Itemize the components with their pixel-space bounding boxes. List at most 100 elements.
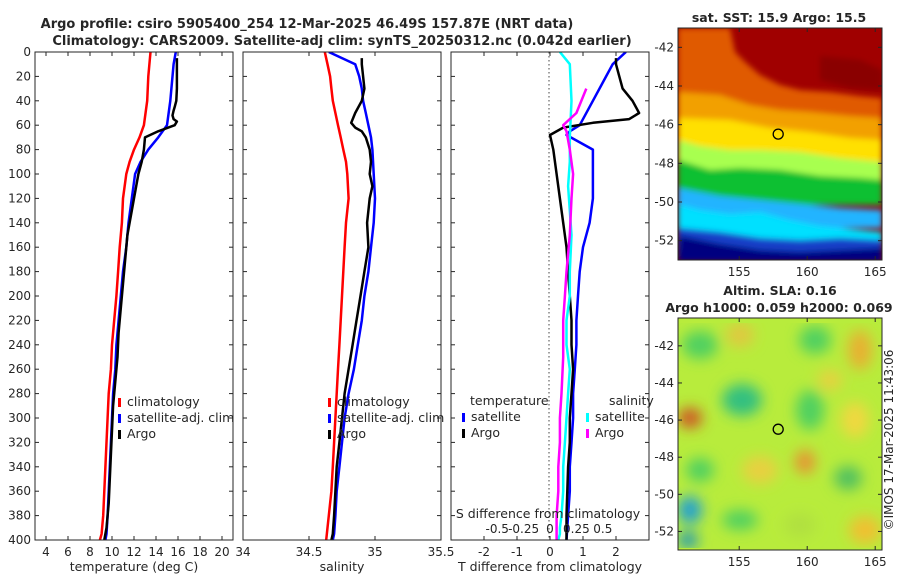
y-tick-label: 60	[16, 118, 31, 132]
temperature-xlabel: temperature (deg C)	[70, 559, 199, 574]
map-y-tick-label: -42	[654, 40, 674, 54]
sst-map-frame	[677, 27, 883, 261]
legend-title-temperature: temperature	[470, 393, 549, 408]
y-tick-label: 380	[8, 509, 31, 523]
x-tick-label: -0.5	[485, 522, 508, 536]
legend-swatch-s-satellite	[586, 413, 589, 422]
sst-map-title: sat. SST: 15.9 Argo: 15.5	[692, 10, 866, 25]
map-y-tick-label: -42	[654, 339, 674, 353]
sst-map-image	[678, 28, 882, 260]
series-argo	[330, 58, 374, 540]
y-tick-label: 200	[8, 289, 31, 303]
legend-swatch-satellite	[118, 414, 121, 423]
map-y-tick-label: -46	[654, 118, 674, 132]
x-tick-label: 35.5	[428, 545, 455, 559]
map-y-tick-label: -44	[654, 376, 674, 390]
legend-swatch-s-argo	[586, 429, 589, 438]
y-tick-label: 280	[8, 387, 31, 401]
y-tick-label: 120	[8, 191, 31, 205]
difference-panel-frame	[450, 51, 650, 541]
x-tick-label: -1	[511, 545, 523, 559]
y-tick-label: 260	[8, 362, 31, 376]
y-tick-label: 140	[8, 216, 31, 230]
x-tick-label: 35	[367, 545, 382, 559]
y-tick-label: 40	[16, 94, 31, 108]
series-t-argo	[548, 58, 641, 540]
salinity-legend: climatology satellite-adj. clim Argo	[328, 394, 444, 441]
map-y-tick-label: -46	[654, 413, 674, 427]
x-tick-label: 8	[86, 545, 94, 559]
x-tick-label: 18	[192, 545, 207, 559]
map-x-tick-label: 165	[864, 555, 887, 569]
map-y-tick-label: -50	[654, 195, 674, 209]
argo-position-marker	[772, 128, 784, 140]
legend-label-satellite: satellite-adj. clim	[127, 410, 234, 425]
map-y-tick-label: -52	[654, 524, 674, 538]
legend-swatch-climatology	[118, 398, 121, 407]
temperature-panel: 0 20 40 60 80 100 120 140 160 180 200 220 240 260 280 3…	[8, 45, 234, 574]
series-climatology	[323, 52, 350, 540]
legend-swatch-satellite	[328, 414, 331, 423]
legend-swatch-argo	[328, 430, 331, 439]
legend-swatch-t-argo	[462, 429, 465, 438]
legend-label-climatology: climatology	[337, 394, 410, 409]
s-difference-label: S difference from climatology	[456, 506, 641, 521]
difference-legend: temperature satellite Argo salinity sate…	[462, 393, 654, 440]
argo-position-marker	[772, 423, 784, 435]
legend-label-s-satellite: satellite	[595, 409, 645, 424]
x-tick-label: 16	[170, 545, 185, 559]
x-tick-label: 12	[126, 545, 141, 559]
map-x-tick-label: 155	[728, 265, 751, 279]
y-tick-label: 220	[8, 313, 31, 327]
x-tick-label: 10	[104, 545, 119, 559]
y-tick-label: 80	[16, 143, 31, 157]
y-tick-label: 240	[8, 338, 31, 352]
legend-label-t-satellite: satellite	[471, 409, 521, 424]
salinity-panel: 34 34.5 35 35.5 salinity climatology satell…	[235, 51, 455, 574]
x-tick-label: 20	[214, 545, 229, 559]
legend-swatch-climatology	[328, 398, 331, 407]
map-x-tick-label: 160	[796, 555, 819, 569]
x-tick-label: 34.5	[296, 545, 323, 559]
x-tick-label: 4	[42, 545, 50, 559]
difference-panel: -2 -1 0 1 2 -0.5 -0.25 0 0.25 0.5 T difference fr…	[450, 51, 654, 574]
x-tick-label: 0	[546, 545, 554, 559]
x-tick-label: 6	[64, 545, 72, 559]
figure-title-line2: Climatology: CARS2009. Satellite-adj cli…	[52, 34, 631, 49]
map-y-tick-label: -50	[654, 487, 674, 501]
y-tick-label: 180	[8, 265, 31, 279]
y-tick-label: 400	[8, 533, 31, 547]
map-x-tick-label: 155	[728, 555, 751, 569]
x-tick-label: 2	[612, 545, 620, 559]
map-y-tick-label: -44	[654, 79, 674, 93]
temperature-panel-frame	[34, 51, 234, 541]
legend-title-salinity: salinity	[609, 393, 654, 408]
legend-swatch-t-satellite	[462, 413, 465, 422]
map-y-tick-label: -52	[654, 234, 674, 248]
legend-label-argo: Argo	[127, 426, 156, 441]
series-argo	[103, 58, 179, 540]
map-y-tick-label: -48	[654, 450, 674, 464]
x-tick-label: 0.5	[593, 522, 612, 536]
salinity-panel-frame	[242, 51, 442, 541]
legend-label-t-argo: Argo	[471, 425, 500, 440]
series-t-satellite	[565, 52, 627, 540]
map-x-tick-label: 160	[796, 265, 819, 279]
imos-credit: ©IMOS 17-Mar-2025 11:43:06	[882, 350, 896, 531]
y-tick-label: 160	[8, 240, 31, 254]
x-tick-label: 0	[546, 522, 554, 536]
legend-label-climatology: climatology	[127, 394, 200, 409]
x-tick-label: 0.25	[563, 522, 590, 536]
y-tick-label: 360	[8, 484, 31, 498]
x-tick-label: 1	[579, 545, 587, 559]
t-difference-xlabel: T difference from climatology	[457, 559, 643, 574]
figure-title-line1: Argo profile: csiro 5905400_254 12-Mar-2…	[41, 17, 574, 32]
x-tick-label: -2	[478, 545, 490, 559]
legend-label-satellite: satellite-adj. clim	[337, 410, 444, 425]
legend-swatch-argo	[118, 430, 121, 439]
y-tick-label: 300	[8, 411, 31, 425]
salinity-xlabel: salinity	[320, 559, 365, 574]
y-tick-label: 340	[8, 460, 31, 474]
sla-map: Altim. SLA: 0.16 Argo h1000: 0.059 h2000…	[654, 283, 892, 569]
